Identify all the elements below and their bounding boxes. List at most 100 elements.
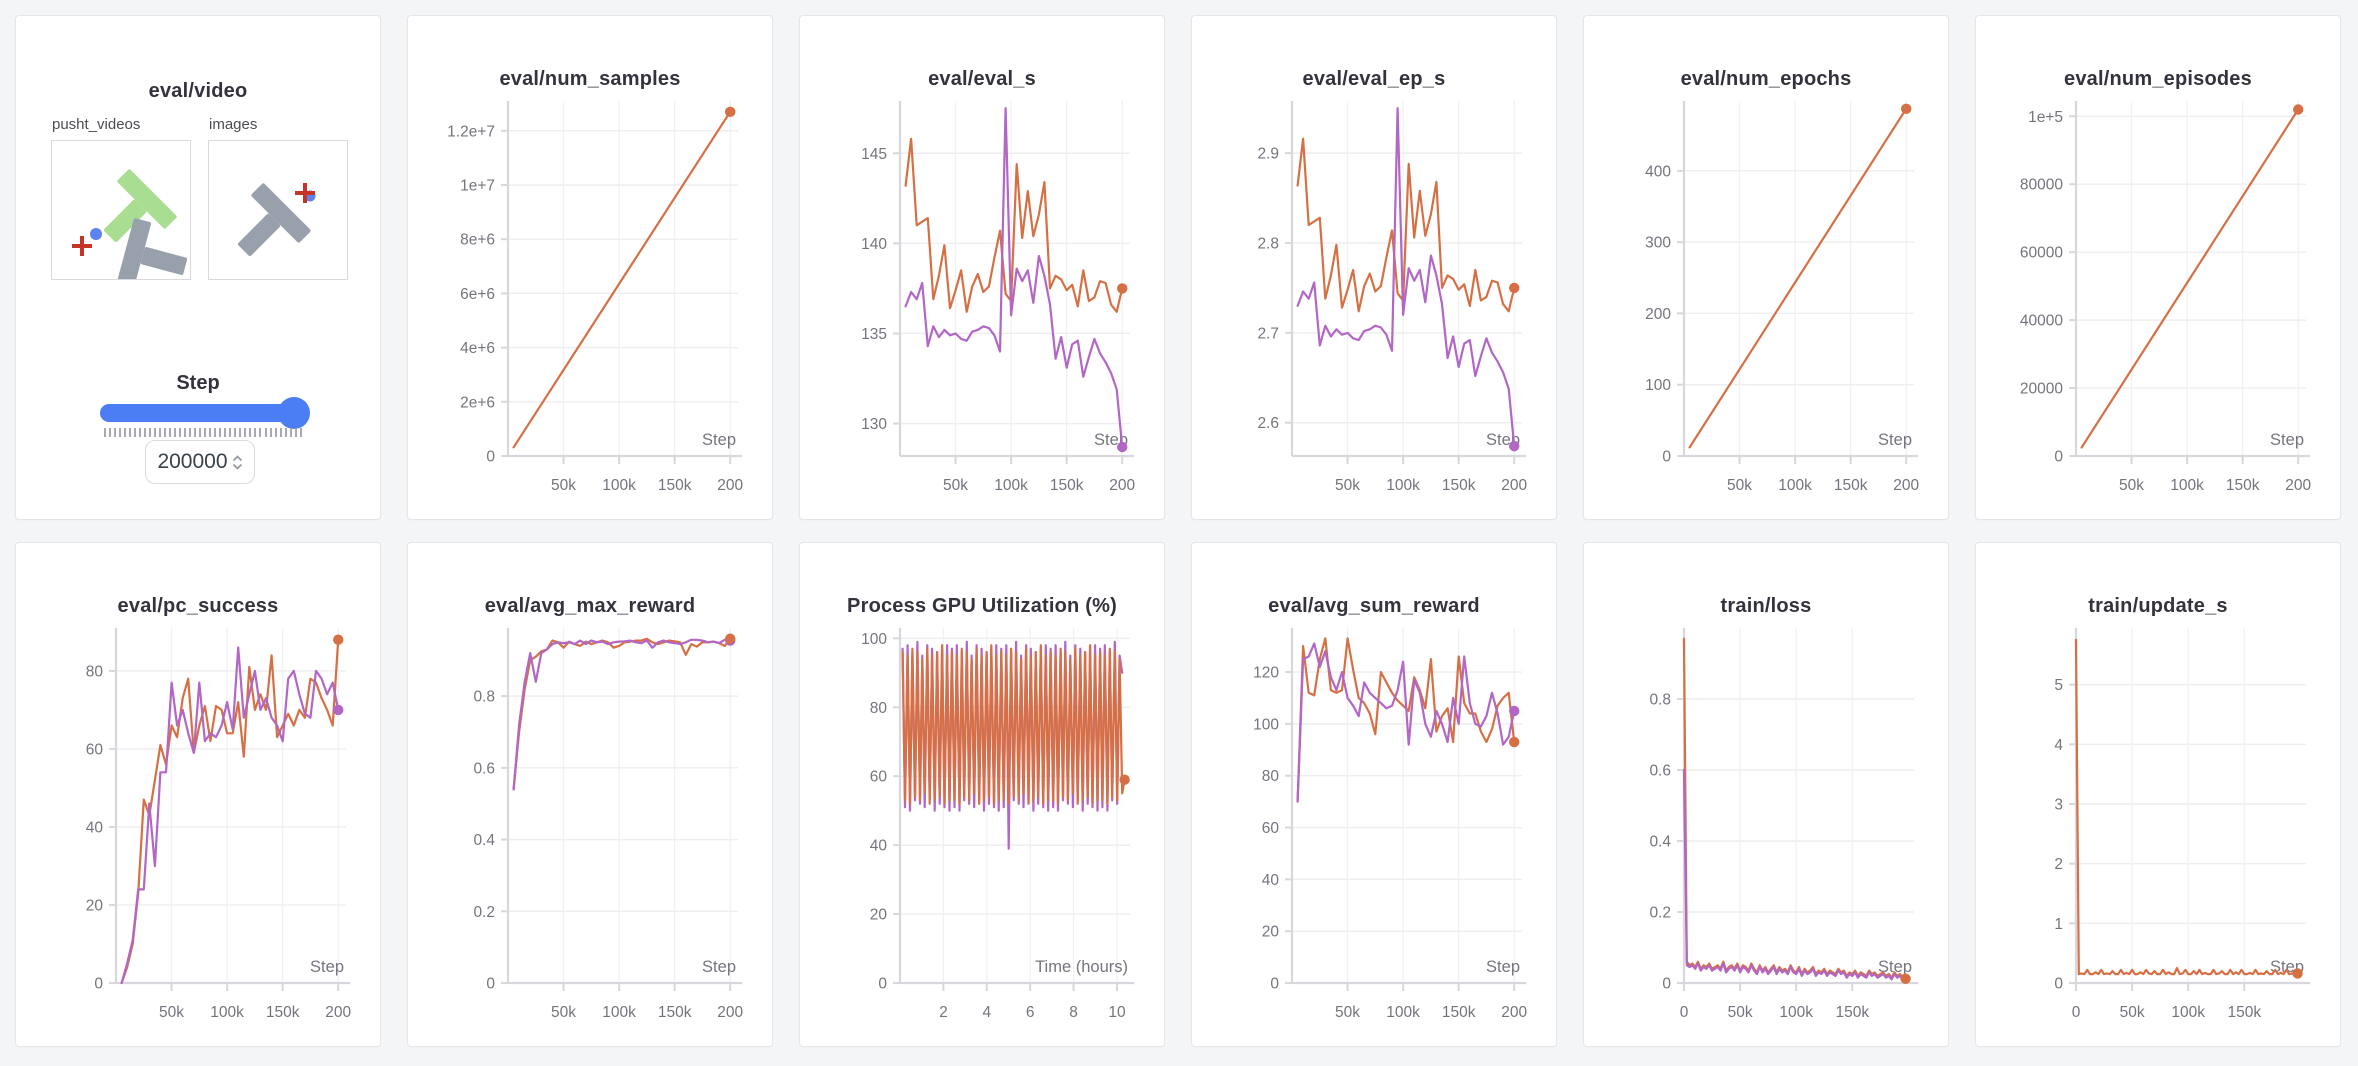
chevron-down-icon[interactable] <box>232 463 243 470</box>
svg-text:100k: 100k <box>2170 477 2204 494</box>
svg-text:150k: 150k <box>658 1004 692 1021</box>
svg-text:100: 100 <box>1645 377 1671 394</box>
svg-text:0: 0 <box>1680 1004 1689 1021</box>
chart-panel-eval-num-samples[interactable]: eval/num_samples 0 2e+6 4e+6 6e+6 8e+6 1e+7 1.… <box>407 15 773 520</box>
svg-text:20000: 20000 <box>2020 381 2063 398</box>
svg-text:200: 200 <box>717 477 743 494</box>
chart-title: eval/pc_success <box>117 595 279 617</box>
svg-text:60: 60 <box>870 769 888 786</box>
svg-text:0: 0 <box>1270 976 1279 993</box>
chart-panel-eval-eval-s[interactable]: eval/eval_s 130 135 140 145 50k 100k 150k 200 St… <box>799 15 1165 520</box>
svg-text:145: 145 <box>861 146 887 163</box>
svg-text:2: 2 <box>939 1004 948 1021</box>
svg-text:0.8: 0.8 <box>473 689 495 706</box>
svg-text:0: 0 <box>94 976 103 993</box>
svg-text:0: 0 <box>878 976 887 993</box>
svg-text:200: 200 <box>1109 477 1135 494</box>
svg-text:0.6: 0.6 <box>473 760 495 777</box>
svg-text:400: 400 <box>1645 163 1671 180</box>
svg-text:0.6: 0.6 <box>1649 763 1671 780</box>
svg-text:100k: 100k <box>1778 477 1812 494</box>
svg-text:6e+6: 6e+6 <box>460 286 495 303</box>
chart-title: train/loss <box>1720 595 1812 617</box>
svg-text:0.8: 0.8 <box>1649 692 1671 709</box>
video-thumbnail-images[interactable] <box>208 140 348 280</box>
svg-text:80000: 80000 <box>2020 177 2063 194</box>
svg-text:0: 0 <box>2054 976 2063 993</box>
svg-text:1.2e+7: 1.2e+7 <box>447 123 495 140</box>
chart-plot[interactable]: 0 20 40 60 80 100 2 4 6 8 10 Time (hours) <box>800 543 1165 1047</box>
svg-text:50k: 50k <box>2120 1004 2145 1021</box>
svg-text:60000: 60000 <box>2020 245 2063 262</box>
agent-dot <box>90 228 102 240</box>
svg-text:50k: 50k <box>551 477 576 494</box>
svg-text:120: 120 <box>1253 665 1279 682</box>
svg-text:200: 200 <box>1645 306 1671 323</box>
svg-text:10: 10 <box>1108 1004 1126 1021</box>
svg-text:130: 130 <box>861 416 887 433</box>
chart-title: eval/num_episodes <box>2064 68 2252 90</box>
slider-thumb[interactable] <box>278 397 310 429</box>
chart-panel-eval-avg-max-reward[interactable]: eval/avg_max_reward 0 0.2 0.4 0.6 0.8 50k 100k… <box>407 542 773 1047</box>
media-label-images: images <box>209 116 258 133</box>
chart-panel-eval-pc-success[interactable]: eval/pc_success 0 20 40 60 80 50k 100k 150k 200 S… <box>15 542 381 1047</box>
svg-text:20: 20 <box>870 907 888 924</box>
svg-text:2.8: 2.8 <box>1257 236 1279 253</box>
svg-text:150k: 150k <box>1442 1004 1476 1021</box>
svg-text:Step: Step <box>702 958 736 976</box>
svg-text:8: 8 <box>1069 1004 1078 1021</box>
chart-plot[interactable]: 0 20 40 60 80 50k 100k 150k 200 Step <box>16 543 381 1047</box>
chart-plot[interactable]: 0 2e+6 4e+6 6e+6 8e+6 1e+7 1.2e+7 50k 100k 150k 20… <box>408 16 773 520</box>
svg-text:8e+6: 8e+6 <box>460 232 495 249</box>
chart-title: Process GPU Utilization (%) <box>847 595 1117 617</box>
svg-text:0: 0 <box>2054 449 2063 466</box>
stepper-arrows[interactable] <box>232 454 243 470</box>
step-slider[interactable] <box>100 397 310 444</box>
panel-eval-video[interactable]: eval/video pusht_videos images <box>15 15 381 520</box>
svg-text:2: 2 <box>2054 856 2063 873</box>
chart-panel-eval-eval-ep-s[interactable]: eval/eval_ep_s 2.6 2.7 2.8 2.9 50k 100k 150k 20… <box>1191 15 1557 520</box>
svg-text:0.2: 0.2 <box>1649 905 1671 922</box>
chart-plot[interactable]: 0 20 40 60 80 100 120 50k 100k 150k 200 Step <box>1192 543 1557 1047</box>
chart-panel-eval-num-epochs[interactable]: eval/num_epochs 0 100 200 300 400 50k 100k 150k… <box>1583 15 1949 520</box>
step-input[interactable]: 200000 <box>145 440 255 484</box>
svg-text:40: 40 <box>870 838 888 855</box>
svg-text:Time (hours): Time (hours) <box>1035 958 1128 976</box>
svg-text:Step: Step <box>1878 431 1912 449</box>
chart-panel-eval-num-episodes[interactable]: eval/num_episodes 0 20000 40000 60000 80000 1… <box>1975 15 2341 520</box>
svg-text:100k: 100k <box>994 477 1028 494</box>
chart-plot[interactable]: 0 100 200 300 400 50k 100k 150k 200 Step <box>1584 16 1949 520</box>
slider-track[interactable] <box>100 404 306 422</box>
svg-text:135: 135 <box>861 326 887 343</box>
svg-text:1e+5: 1e+5 <box>2028 109 2063 126</box>
target-cross <box>295 183 315 203</box>
svg-text:6: 6 <box>1026 1004 1035 1021</box>
chart-plot[interactable]: 0 20000 40000 60000 80000 1e+5 50k 100k 150k 200 S… <box>1976 16 2341 520</box>
chart-title: eval/num_epochs <box>1680 68 1852 90</box>
svg-text:Step: Step <box>2270 431 2304 449</box>
step-input-value[interactable]: 200000 <box>157 450 228 473</box>
svg-text:0.4: 0.4 <box>473 832 495 849</box>
chart-plot[interactable]: 0 0.2 0.4 0.6 0.8 0 50k 100k 150k Step <box>1584 543 1949 1047</box>
pusht-scene-image <box>72 169 188 288</box>
svg-text:2e+6: 2e+6 <box>460 394 495 411</box>
chart-plot[interactable]: 0 0.2 0.4 0.6 0.8 50k 100k 150k 200 Step <box>408 543 773 1047</box>
chart-panel-gpu-utilization[interactable]: Process GPU Utilization (%) 0 20 40 60 80 100… <box>799 542 1165 1047</box>
chart-panel-train-loss[interactable]: train/loss 0 0.2 0.4 0.6 0.8 0 50k 100k 150k Step <box>1583 542 1949 1047</box>
target-cross <box>72 236 92 256</box>
svg-text:100k: 100k <box>602 477 636 494</box>
svg-text:200: 200 <box>2285 477 2311 494</box>
chart-panel-eval-avg-sum-reward[interactable]: eval/avg_sum_reward 0 20 40 60 80 100 120 50k 10… <box>1191 542 1557 1047</box>
svg-text:50k: 50k <box>1727 477 1752 494</box>
chart-title: eval/eval_s <box>928 68 1036 90</box>
svg-text:60: 60 <box>86 741 104 758</box>
chevron-up-icon[interactable] <box>232 454 243 462</box>
video-thumbnail-pusht[interactable] <box>51 140 191 288</box>
slider-ruler-ticks <box>104 428 302 438</box>
svg-text:50k: 50k <box>1335 1004 1360 1021</box>
chart-panel-train-update-s[interactable]: train/update_s 0 1 2 3 4 5 0 50k 100k 150k Step <box>1975 542 2341 1047</box>
svg-text:150k: 150k <box>1835 1004 1869 1021</box>
